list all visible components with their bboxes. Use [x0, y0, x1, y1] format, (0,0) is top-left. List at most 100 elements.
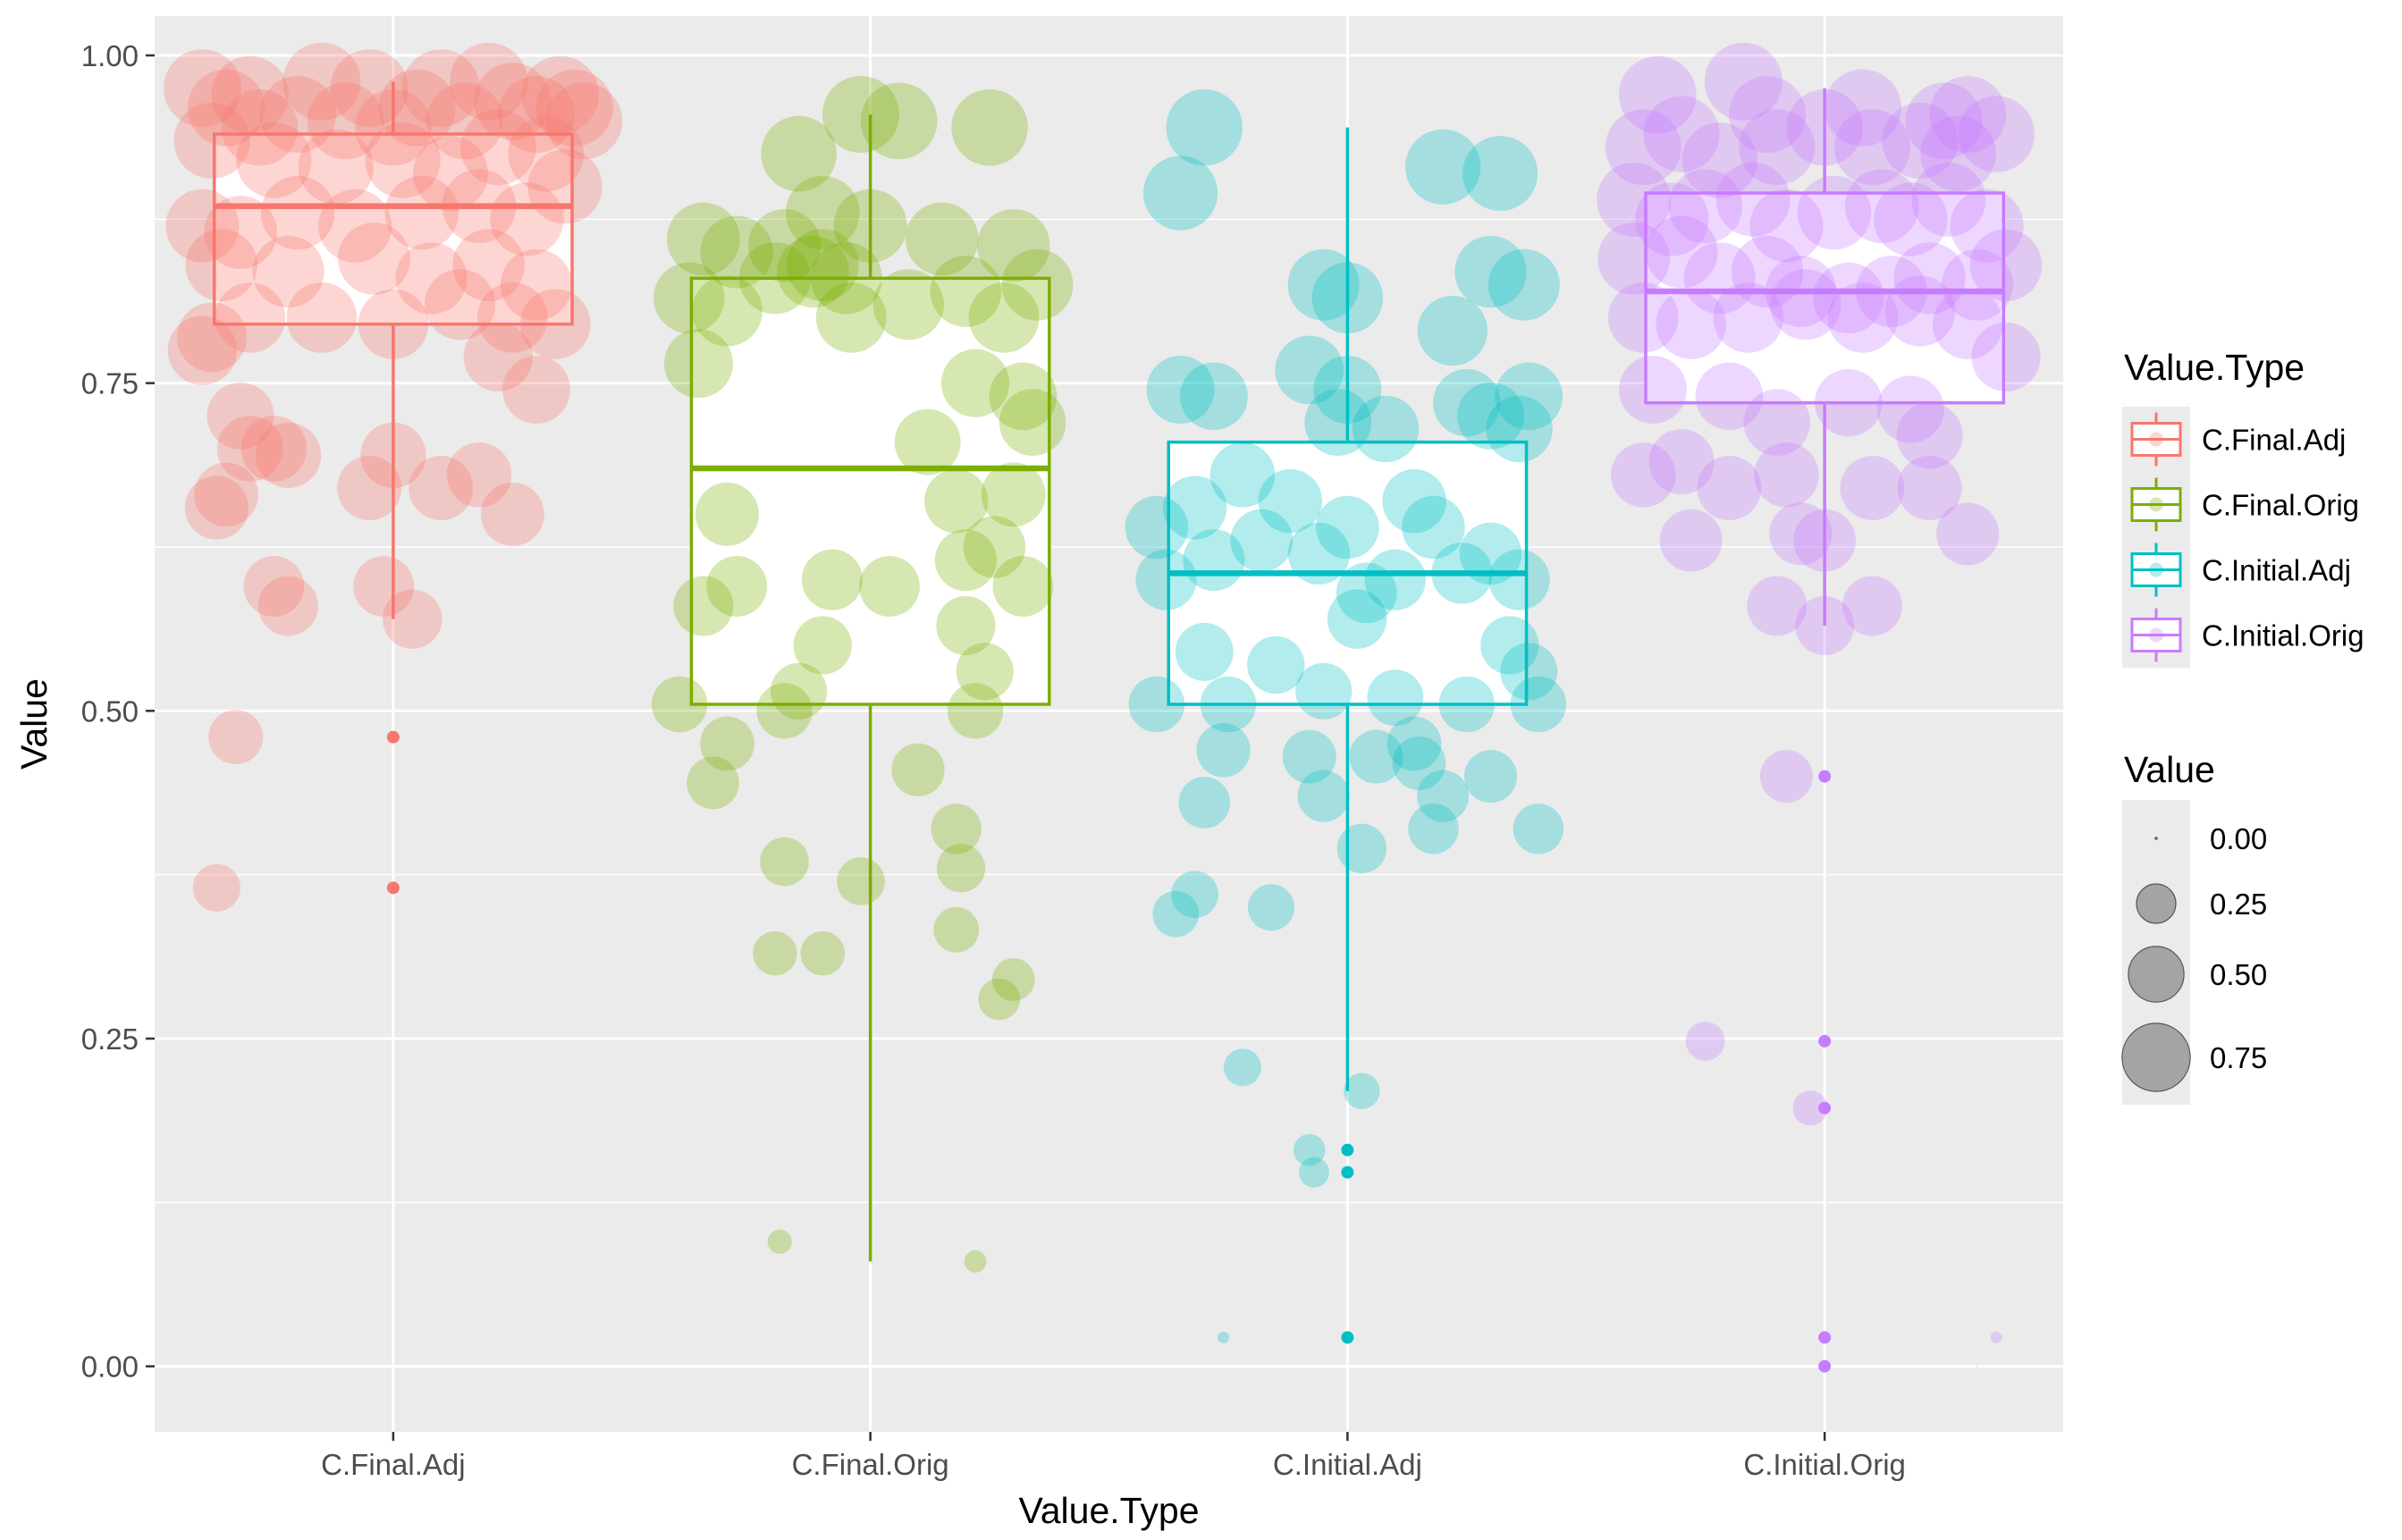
outlier-point [1818, 1101, 1832, 1115]
box-c-final-adj [212, 81, 574, 895]
legend-size-circle [2154, 837, 2158, 840]
jitter-point [365, 122, 441, 198]
jitter-point [384, 175, 459, 250]
jitter-point [216, 416, 283, 482]
jitter-point [785, 175, 860, 250]
jitter-point [194, 462, 258, 527]
jitter-point [1336, 823, 1387, 873]
jitter-point [286, 282, 358, 353]
jitter-point [1166, 88, 1243, 166]
jitter-point [1685, 1022, 1725, 1061]
legend-size-circle [2121, 1022, 2191, 1092]
jitter-point [891, 743, 945, 797]
jitter-point [1607, 282, 1679, 353]
jitter-point [1856, 256, 1927, 327]
jitter-point [446, 442, 512, 508]
jitter-point [1713, 282, 1784, 353]
jitter-point [667, 202, 740, 276]
y-tick-label: 1.00 [81, 39, 139, 72]
jitter-point [236, 122, 312, 198]
jitter-point [761, 115, 837, 192]
jitter-point [860, 82, 938, 160]
jitter-point [992, 556, 1054, 617]
legend-size-circle [2136, 883, 2177, 924]
jitter-point [1352, 395, 1420, 463]
jitter-point [777, 235, 849, 308]
jitter-point [1457, 382, 1524, 450]
jitter-point [208, 710, 264, 765]
jitter-point [1293, 1133, 1326, 1166]
jitter-point [450, 42, 528, 121]
y-tick-label: 0.00 [81, 1351, 139, 1384]
jitter-point [1597, 162, 1672, 237]
y-tick-label: 0.25 [81, 1022, 139, 1056]
legend-size-item: 0.50 [2128, 946, 2267, 1003]
outlier-point [386, 881, 400, 895]
jitter-point [1295, 662, 1353, 720]
box-iqr [1644, 191, 2006, 405]
jitter-point [1681, 122, 1757, 198]
jitter-point [1765, 256, 1837, 327]
outlier-point [386, 730, 400, 744]
jitter-point [1200, 676, 1257, 733]
legend-size-label: 0.75 [2210, 1041, 2267, 1074]
jitter-point [1459, 522, 1522, 585]
jitter-point [1731, 235, 1804, 308]
jitter-point [1884, 275, 1956, 347]
jitter-point [252, 235, 324, 308]
jitter-point [409, 455, 474, 521]
jitter-point [498, 76, 575, 153]
jitter-point [1976, 1365, 1979, 1367]
jitter-point [770, 662, 828, 720]
jitter-point [931, 804, 982, 854]
jitter-point [651, 676, 708, 733]
jitter-point [923, 468, 989, 534]
jitter-point [756, 683, 813, 739]
box-iqr [212, 132, 574, 326]
jitter-point [206, 382, 274, 450]
jitter-point [1668, 169, 1743, 244]
jitter-point [872, 269, 944, 341]
jitter-point [1180, 362, 1248, 431]
jitter-point [767, 1229, 792, 1254]
jitter-point [1433, 368, 1501, 437]
jitter-point [1813, 262, 1884, 334]
jitter-point [1656, 289, 1726, 359]
jitter-point [501, 248, 572, 321]
jitter-point [1905, 82, 1983, 160]
x-axis-title: Value.Type [1018, 1490, 1199, 1531]
outlier-point [1341, 1166, 1354, 1179]
jitter-point [936, 595, 996, 656]
jitter-point [338, 222, 410, 295]
legend-item-label: C.Final.Orig [2202, 489, 2359, 522]
jitter-point [358, 289, 429, 359]
legend-item-label: C.Final.Adj [2202, 424, 2346, 457]
jitter-point [1480, 616, 1539, 675]
jitter-point [977, 208, 1050, 282]
jitter-point [185, 229, 258, 301]
jitter-point [753, 930, 797, 976]
jitter-point [459, 109, 536, 186]
jitter-point [1840, 455, 1905, 521]
jitter-point [1183, 529, 1245, 592]
jitter-point [810, 242, 883, 315]
jitter-point [1842, 576, 1903, 636]
jitter-point [1824, 69, 1901, 147]
jitter-point [738, 242, 811, 315]
jitter-point [1316, 495, 1379, 560]
legend-item: C.Final.Adj [2130, 412, 2346, 467]
jitter-point [490, 182, 564, 257]
legend-size-label: 0.50 [2210, 958, 2267, 991]
legend-item: C.Initial.Orig [2130, 608, 2364, 662]
jitter-point [800, 930, 845, 976]
jitter-point [930, 256, 1002, 327]
jitter-point [933, 906, 980, 953]
jitter-point [956, 643, 1014, 701]
jitter-point [442, 169, 517, 244]
jitter-point [282, 42, 361, 121]
jitter-point [1793, 509, 1857, 572]
jitter-point [476, 282, 548, 353]
jitter-point [1897, 455, 1962, 521]
jitter-point [173, 102, 250, 179]
